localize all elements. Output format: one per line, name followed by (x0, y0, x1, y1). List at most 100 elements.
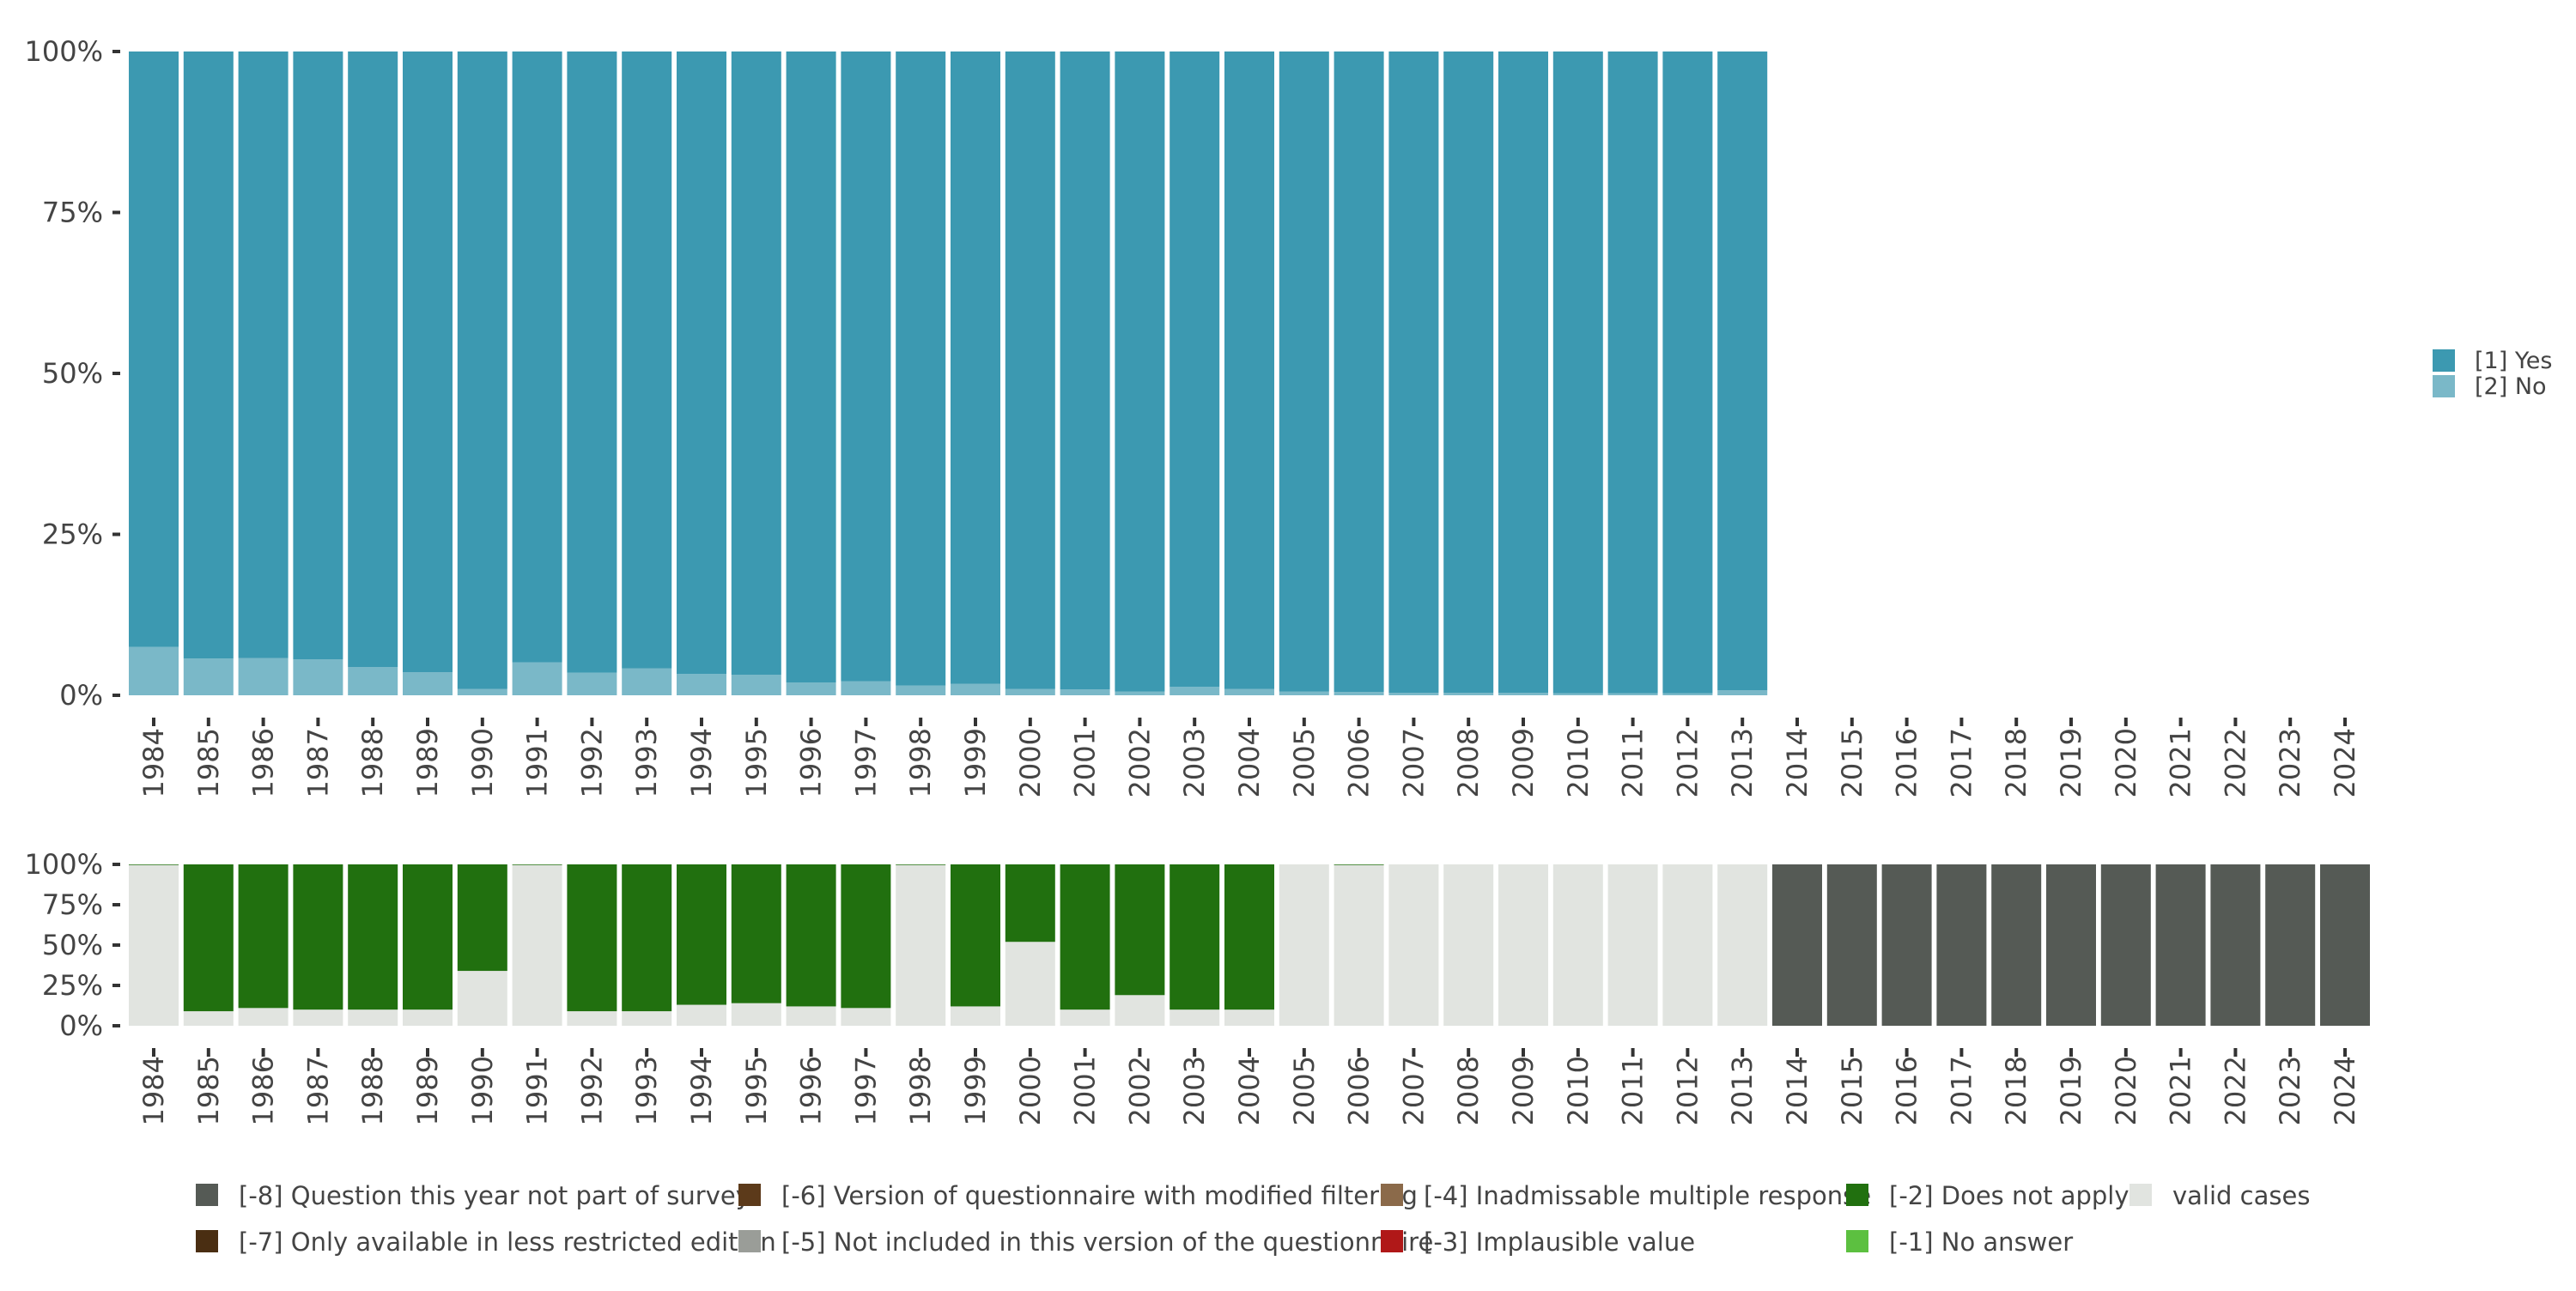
bottom-bar-2008-valid-cases (1443, 864, 1494, 1026)
legend-swatch-bottom (196, 1184, 218, 1206)
bottom-x-tick-label: 1994 (685, 1056, 718, 1125)
bottom-bar-2009-valid-cases (1498, 864, 1548, 1026)
bottom-x-tick-label: 1990 (466, 1056, 499, 1125)
top-x-tick-label: 2002 (1123, 728, 1156, 797)
bottom-bar-2010-valid-cases (1552, 864, 1603, 1026)
bottom-x-tick-label: 2001 (1069, 1056, 1102, 1125)
legend-label-bottom: valid cases (2172, 1181, 2310, 1210)
top-x-tick-label: 1991 (521, 728, 554, 797)
bottom-bar-2003--2-does-not-apply (1170, 864, 1220, 1010)
bottom-bar-1993--2-does-not-apply (622, 864, 672, 1012)
bottom-x-tick-label: 1993 (630, 1056, 663, 1125)
bottom-y-tick-label: 75% (42, 888, 103, 921)
bottom-x-tick-label: 1991 (521, 1056, 554, 1125)
top-bar-1999--2-no (951, 683, 1000, 695)
top-bar-2000--1-yes (1005, 52, 1055, 689)
bottom-bar-2014--8-question-this-year-not-part-of-survey (1772, 864, 1822, 1026)
top-bar-1994--2-no (677, 674, 726, 695)
top-x-tick-label: 2018 (2000, 728, 2032, 797)
top-x-tick-label: 1998 (904, 728, 937, 797)
top-x-tick-label: 1995 (740, 728, 773, 797)
bottom-x-tick-label: 2021 (2165, 1056, 2197, 1125)
bottom-bar-1988--2-does-not-apply (348, 864, 398, 1010)
legend-swatch-bottom (196, 1230, 218, 1252)
top-x-tick-label: 2012 (1671, 728, 1704, 797)
top-bar-1987--2-no (293, 659, 343, 695)
legend-label-top: [1] Yes (2475, 348, 2552, 374)
top-bar-2013--2-no (1717, 690, 1768, 695)
top-bar-2003--1-yes (1170, 52, 1220, 688)
bottom-bar-2000-valid-cases (1005, 942, 1055, 1026)
bottom-bar-1990-valid-cases (457, 971, 507, 1026)
bottom-x-tick-label: 2020 (2110, 1056, 2142, 1125)
legend-swatch-bottom (1846, 1230, 1868, 1252)
bottom-bar-2006-valid-cases (1334, 864, 1384, 1026)
legend-label-bottom: [-3] Implausible value (1424, 1227, 1695, 1257)
bottom-bar-1997--2-does-not-apply (841, 864, 891, 1009)
bottom-bar-2021--8-question-this-year-not-part-of-survey (2155, 864, 2206, 1026)
top-bar-1992--1-yes (567, 52, 617, 673)
top-x-tick-label: 1988 (356, 728, 389, 797)
bottom-x-tick-label: 2008 (1452, 1056, 1485, 1125)
top-x-tick-label: 2019 (2055, 728, 2087, 797)
bottom-x-tick-label: 1992 (575, 1056, 608, 1125)
top-bar-2002--2-no (1115, 691, 1165, 695)
bottom-bar-1995--2-does-not-apply (731, 864, 781, 1003)
top-bar-1999--1-yes (951, 52, 1000, 684)
top-x-tick-label: 2005 (1288, 728, 1321, 797)
bottom-bar-2023--8-question-this-year-not-part-of-survey (2265, 864, 2316, 1026)
bottom-bar-2016--8-question-this-year-not-part-of-survey (1881, 864, 1932, 1026)
bottom-bar-2024--8-question-this-year-not-part-of-survey (2320, 864, 2370, 1026)
bottom-bar-1996--2-does-not-apply (786, 864, 836, 1007)
bottom-x-tick-label: 2023 (2274, 1056, 2306, 1125)
bottom-bar-2020--8-question-this-year-not-part-of-survey (2100, 864, 2151, 1026)
bottom-bar-2004-valid-cases (1224, 1009, 1274, 1026)
top-x-tick-label: 2000 (1014, 728, 1047, 797)
bottom-bar-1993-valid-cases (622, 1011, 672, 1026)
top-x-tick-label: 1986 (247, 728, 280, 797)
bottom-bar-1998-valid-cases (896, 864, 946, 1026)
top-x-tick-label: 2017 (1945, 728, 1978, 797)
bottom-x-tick-label: 1988 (356, 1056, 389, 1125)
bottom-bar-2004--2-does-not-apply (1224, 864, 1274, 1010)
top-x-tick-label: 2014 (1781, 728, 1814, 797)
top-bar-1994--1-yes (677, 52, 726, 675)
top-x-tick-label: 2024 (2329, 728, 2361, 797)
bottom-x-tick-label: 2011 (1617, 1056, 1649, 1125)
top-x-tick-label: 1985 (192, 728, 225, 797)
top-bar-2007--2-no (1388, 693, 1439, 695)
bottom-bar-1987--2-does-not-apply (293, 864, 343, 1010)
legend-label-bottom: [-5] Not included in this version of the… (781, 1227, 1433, 1257)
top-x-tick-label: 2009 (1507, 728, 1540, 797)
bottom-bar-1986--2-does-not-apply (238, 864, 289, 1009)
bottom-x-tick-label: 1984 (137, 1056, 170, 1125)
bottom-bar-2012-valid-cases (1662, 864, 1713, 1026)
top-bar-1986--1-yes (238, 52, 289, 658)
bottom-bar-1999--2-does-not-apply (951, 864, 1000, 1007)
bottom-bar-2006--2-does-not-apply (1334, 864, 1384, 865)
top-bar-2012--2-no (1662, 693, 1713, 695)
bottom-bar-1986-valid-cases (238, 1008, 289, 1026)
bottom-bar-1994-valid-cases (677, 1004, 726, 1026)
bottom-x-tick-label: 2015 (1836, 1056, 1868, 1125)
top-bar-2009--1-yes (1498, 52, 1548, 693)
bottom-x-tick-label: 2002 (1123, 1056, 1156, 1125)
legend-swatch-bottom (738, 1184, 761, 1206)
bottom-x-tick-label: 1999 (959, 1056, 992, 1125)
bottom-x-tick-label: 2004 (1233, 1056, 1266, 1125)
top-x-tick-label: 1989 (411, 728, 444, 797)
top-x-tick-label: 2010 (1562, 728, 1595, 797)
top-bar-2008--1-yes (1443, 52, 1494, 693)
top-y-tick-label: 75% (42, 197, 103, 229)
bottom-x-tick-label: 2024 (2329, 1056, 2361, 1125)
bottom-x-tick-label: 2022 (2219, 1056, 2251, 1125)
bottom-bar-2003-valid-cases (1170, 1009, 1220, 1026)
top-x-tick-label: 2015 (1836, 728, 1868, 797)
legend-label-top: [2] No (2475, 373, 2547, 400)
bottom-x-tick-label: 2006 (1343, 1056, 1376, 1125)
top-bar-1992--2-no (567, 672, 617, 695)
top-x-tick-label: 2021 (2165, 728, 2197, 797)
top-bar-1993--2-no (622, 668, 672, 695)
top-bar-1998--2-no (896, 685, 946, 695)
